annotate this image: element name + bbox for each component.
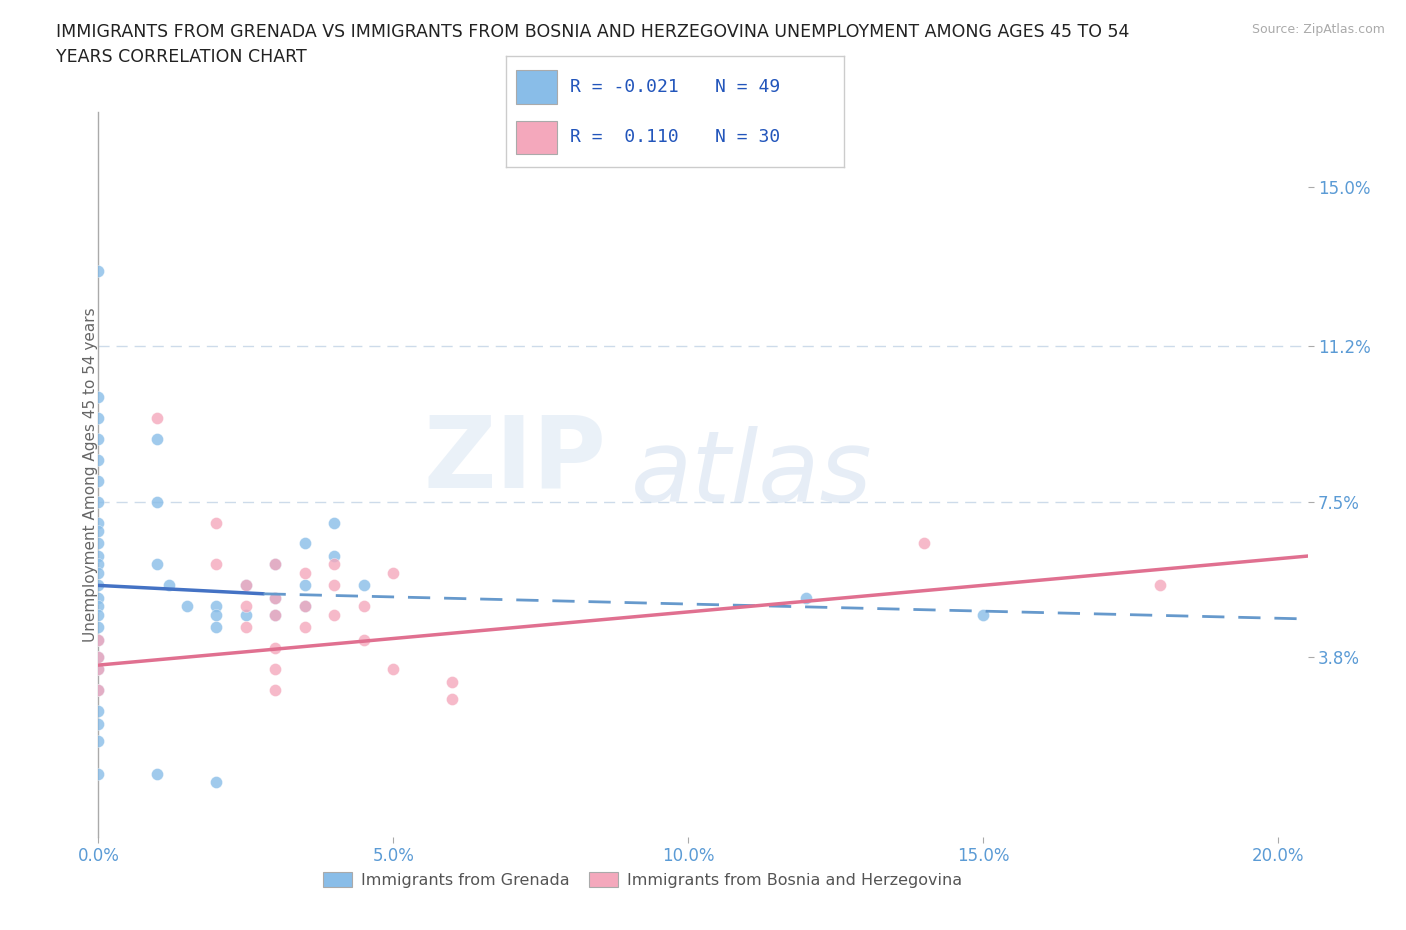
Point — [87, 565, 110, 580]
Point — [235, 607, 257, 622]
Point — [87, 649, 110, 664]
Point — [87, 473, 110, 488]
Text: N = 30: N = 30 — [716, 128, 780, 146]
Point — [87, 432, 110, 446]
Text: R = -0.021: R = -0.021 — [571, 78, 679, 96]
Point — [264, 641, 287, 656]
Point — [264, 591, 287, 605]
Point — [205, 557, 228, 572]
Point — [1149, 578, 1171, 592]
Point — [87, 620, 110, 635]
Point — [87, 683, 110, 698]
Point — [205, 599, 228, 614]
Point — [205, 620, 228, 635]
Bar — [516, 71, 557, 104]
Point — [87, 591, 110, 605]
Point — [353, 599, 375, 614]
Point — [264, 591, 287, 605]
Point — [264, 607, 287, 622]
Point — [264, 557, 287, 572]
Point — [294, 536, 316, 551]
Point — [87, 632, 110, 647]
Point — [87, 494, 110, 509]
Point — [323, 557, 346, 572]
Point — [87, 515, 110, 530]
Point — [235, 599, 257, 614]
Point — [146, 557, 169, 572]
Point — [87, 662, 110, 677]
Point — [294, 599, 316, 614]
Point — [972, 607, 994, 622]
Text: N = 49: N = 49 — [716, 78, 780, 96]
Point — [294, 620, 316, 635]
Point — [87, 733, 110, 748]
Point — [87, 390, 110, 405]
Point — [87, 599, 110, 614]
Text: R =  0.110: R = 0.110 — [571, 128, 679, 146]
Point — [146, 494, 169, 509]
Bar — [516, 121, 557, 154]
Text: YEARS CORRELATION CHART: YEARS CORRELATION CHART — [56, 48, 307, 66]
Point — [87, 536, 110, 551]
Point — [441, 674, 464, 689]
Point — [441, 691, 464, 706]
Point — [87, 524, 110, 538]
Text: IMMIGRANTS FROM GRENADA VS IMMIGRANTS FROM BOSNIA AND HERZEGOVINA UNEMPLOYMENT A: IMMIGRANTS FROM GRENADA VS IMMIGRANTS FR… — [56, 23, 1129, 41]
Point — [235, 620, 257, 635]
Point — [294, 578, 316, 592]
Point — [264, 662, 287, 677]
Point — [87, 557, 110, 572]
Point — [235, 578, 257, 592]
Text: atlas: atlas — [630, 426, 872, 523]
Point — [353, 632, 375, 647]
Point — [323, 549, 346, 564]
Point — [294, 599, 316, 614]
Point — [87, 662, 110, 677]
Point — [87, 716, 110, 731]
Point — [87, 452, 110, 467]
Point — [146, 432, 169, 446]
Point — [323, 578, 346, 592]
Point — [146, 766, 169, 781]
Point — [794, 591, 817, 605]
Point — [87, 683, 110, 698]
Point — [235, 578, 257, 592]
Point — [87, 704, 110, 719]
Point — [157, 578, 180, 592]
Point — [294, 565, 316, 580]
Legend: Immigrants from Grenada, Immigrants from Bosnia and Herzegovina: Immigrants from Grenada, Immigrants from… — [316, 866, 969, 895]
Y-axis label: Unemployment Among Ages 45 to 54 years: Unemployment Among Ages 45 to 54 years — [83, 307, 97, 642]
Text: Source: ZipAtlas.com: Source: ZipAtlas.com — [1251, 23, 1385, 36]
Point — [205, 775, 228, 790]
Point — [87, 607, 110, 622]
Point — [205, 607, 228, 622]
Point — [87, 766, 110, 781]
Point — [87, 578, 110, 592]
Point — [146, 410, 169, 425]
Point — [323, 515, 346, 530]
Point — [87, 549, 110, 564]
Point — [264, 683, 287, 698]
Point — [176, 599, 198, 614]
Point — [323, 607, 346, 622]
Text: ZIP: ZIP — [423, 411, 606, 509]
Point — [87, 410, 110, 425]
Point — [87, 649, 110, 664]
Point — [353, 578, 375, 592]
Point — [87, 632, 110, 647]
Point — [912, 536, 935, 551]
Point — [205, 515, 228, 530]
Point — [264, 607, 287, 622]
Point — [264, 557, 287, 572]
Point — [382, 565, 405, 580]
Point — [87, 263, 110, 278]
Point — [382, 662, 405, 677]
